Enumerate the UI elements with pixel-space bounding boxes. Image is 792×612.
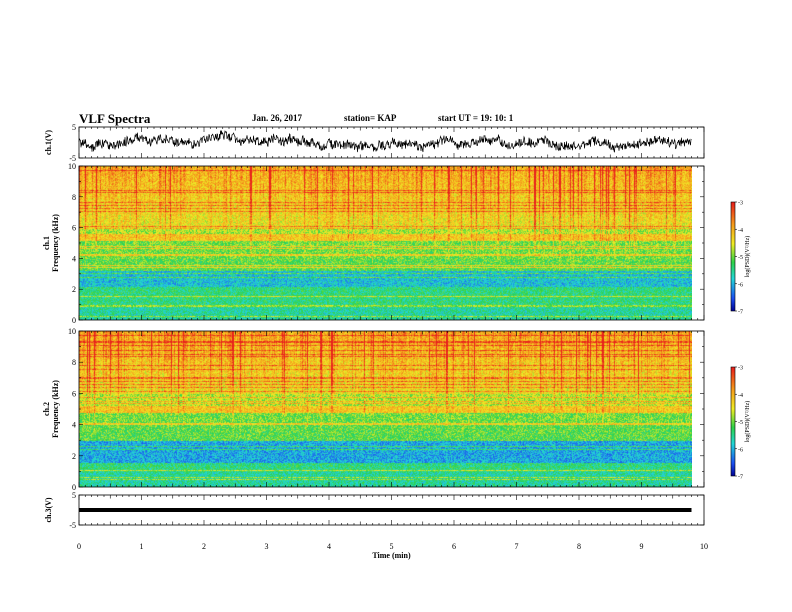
ch2-spectrogram-ylabel: Frequency (kHz): [51, 380, 60, 438]
ch1-spectrogram-ytick-label: 2: [72, 285, 76, 294]
ch2-spectrogram-ytick-label: 2: [72, 452, 76, 461]
ch1-waveform-trace: [78, 130, 692, 153]
x-tick-label: 5: [390, 542, 394, 551]
colorbar-tick-label: -6: [738, 447, 743, 453]
ch1-waveform-ylabel: ch.1(V): [44, 130, 53, 155]
ch1-spectrogram-ylabel: Frequency (kHz): [51, 214, 60, 272]
ch1-spectrogram-ytick-label: 0: [72, 316, 76, 325]
x-tick-label: 10: [700, 542, 708, 551]
colorbar-tick-label: -7: [738, 475, 743, 481]
x-tick-label: 1: [140, 542, 144, 551]
ch1-spectrogram-heatmap: [79, 166, 692, 320]
ch2-spectrogram-ytick-label: 6: [72, 389, 76, 398]
station-label: station= KAP: [344, 113, 397, 123]
colorbar-2: [731, 367, 735, 476]
axes-layer: [78, 126, 737, 526]
ch1-spectrogram-ytick-label: 8: [72, 193, 76, 202]
x-tick-label: 4: [327, 542, 331, 551]
colorbar-tick-label: -5: [738, 420, 743, 426]
ch3-waveform-ytick-label: -5: [69, 521, 76, 530]
colorbar-label: log(PSD)(V²/Hz): [744, 401, 751, 442]
x-tick-label: 3: [265, 542, 269, 551]
figure-title: VLF Spectra: [79, 111, 151, 126]
ch1-waveform-ytick-label: 5: [72, 123, 76, 132]
x-axis-label: Time (min): [372, 551, 411, 560]
ch1-spectrogram-ylabel: ch.1: [42, 236, 51, 250]
x-tick-label: 8: [577, 542, 581, 551]
date-label: Jan. 26, 2017: [252, 113, 303, 123]
colorbar-label: log(PSD)(V²/Hz): [744, 236, 751, 277]
ch3-waveform-ytick-label: 5: [72, 491, 76, 500]
colorbar-1: [731, 202, 735, 311]
ch1-waveform-ytick-label: -5: [69, 154, 76, 163]
colorbar-tick-label: -4: [738, 393, 743, 399]
x-tick-label: 7: [515, 542, 519, 551]
ch1-spectrogram-ytick-label: 4: [72, 254, 76, 263]
ch2-spectrogram-ytick-label: 0: [72, 483, 76, 492]
ch1-spectrogram-ytick-label: 6: [72, 224, 76, 233]
spectrogram-layer: [79, 166, 735, 487]
axis-text-layer: -3 -4 -5 -6 -7 log(PSD)(V²/Hz) -3 -4 -5 -6 -7 log(P…: [42, 123, 751, 560]
colorbar-tick-label: -7: [738, 310, 743, 316]
ch2-spectrogram-ylabel: ch.2: [42, 402, 51, 416]
colorbar-tick-label: -5: [738, 255, 743, 261]
start-time-label: start UT = 19: 10: 1: [438, 113, 514, 123]
x-tick-label: 6: [452, 542, 456, 551]
colorbar-tick-label: -3: [738, 366, 743, 372]
colorbar-tick-label: -6: [738, 282, 743, 288]
ch3-waveform-ylabel: ch.3(V): [44, 497, 53, 522]
ch2-spectrogram-ytick-label: 4: [72, 421, 76, 430]
x-tick-label: 9: [640, 542, 644, 551]
ch1-spectrogram-ytick-label: 10: [68, 162, 76, 171]
x-tick-label: 0: [77, 542, 81, 551]
colorbar-tick-label: -4: [738, 228, 743, 234]
colorbar-tick-label: -3: [738, 201, 743, 207]
x-tick-label: 2: [202, 542, 206, 551]
ch2-spectrogram-ytick-label: 10: [68, 327, 76, 336]
ch2-spectrogram-heatmap: [79, 331, 692, 487]
ch2-spectrogram-ytick-label: 8: [72, 358, 76, 367]
